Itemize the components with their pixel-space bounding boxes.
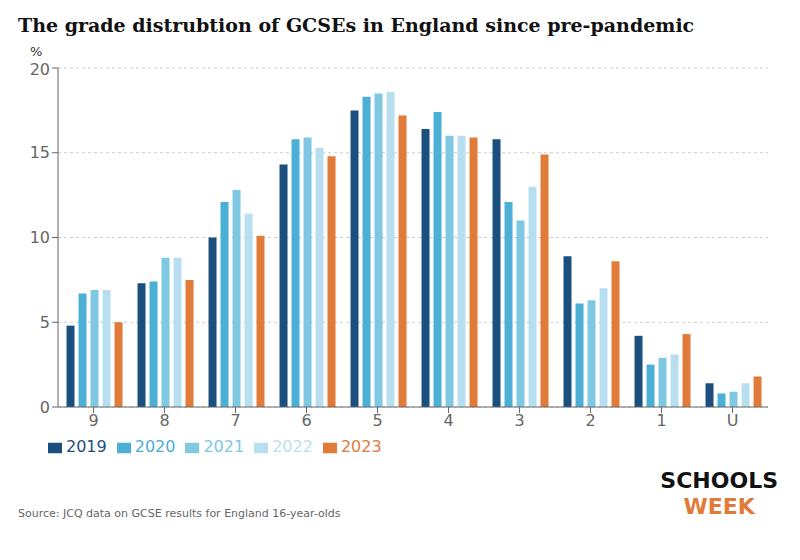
svg-text:2: 2 (585, 411, 595, 430)
svg-text:8: 8 (159, 411, 169, 430)
html-text:2021: 2021 (203, 437, 245, 456)
svg-text:1: 1 (656, 411, 666, 430)
svg-text:9: 9 (88, 411, 98, 430)
svg-text:0: 0 (40, 398, 50, 417)
html-text:SCHOOLS: SCHOOLS (660, 468, 778, 493)
html-text:2022: 2022 (272, 437, 313, 456)
svg-text:5: 5 (40, 313, 50, 332)
svg-text:5: 5 (372, 411, 382, 430)
svg-text:20: 20 (30, 60, 50, 79)
svg-text:6: 6 (301, 411, 311, 430)
html-text:WEEK: WEEK (683, 494, 755, 519)
svg-text:4: 4 (443, 411, 453, 430)
html-text:The grade distrubtion of GCSEs: The grade distrubtion of GCSEs in Englan… (18, 14, 695, 36)
html-text:Source: JCQ data on GCSE resul: Source: JCQ data on GCSE results for Eng… (18, 507, 341, 520)
svg-text:10: 10 (30, 228, 50, 247)
html-text:2020: 2020 (134, 437, 176, 456)
svg-text:15: 15 (30, 143, 50, 162)
svg-text:3: 3 (514, 411, 524, 430)
html-text:2019: 2019 (66, 437, 107, 456)
html-text:2023: 2023 (340, 437, 382, 456)
svg-text:U: U (727, 411, 739, 430)
svg-text:7: 7 (230, 411, 240, 430)
